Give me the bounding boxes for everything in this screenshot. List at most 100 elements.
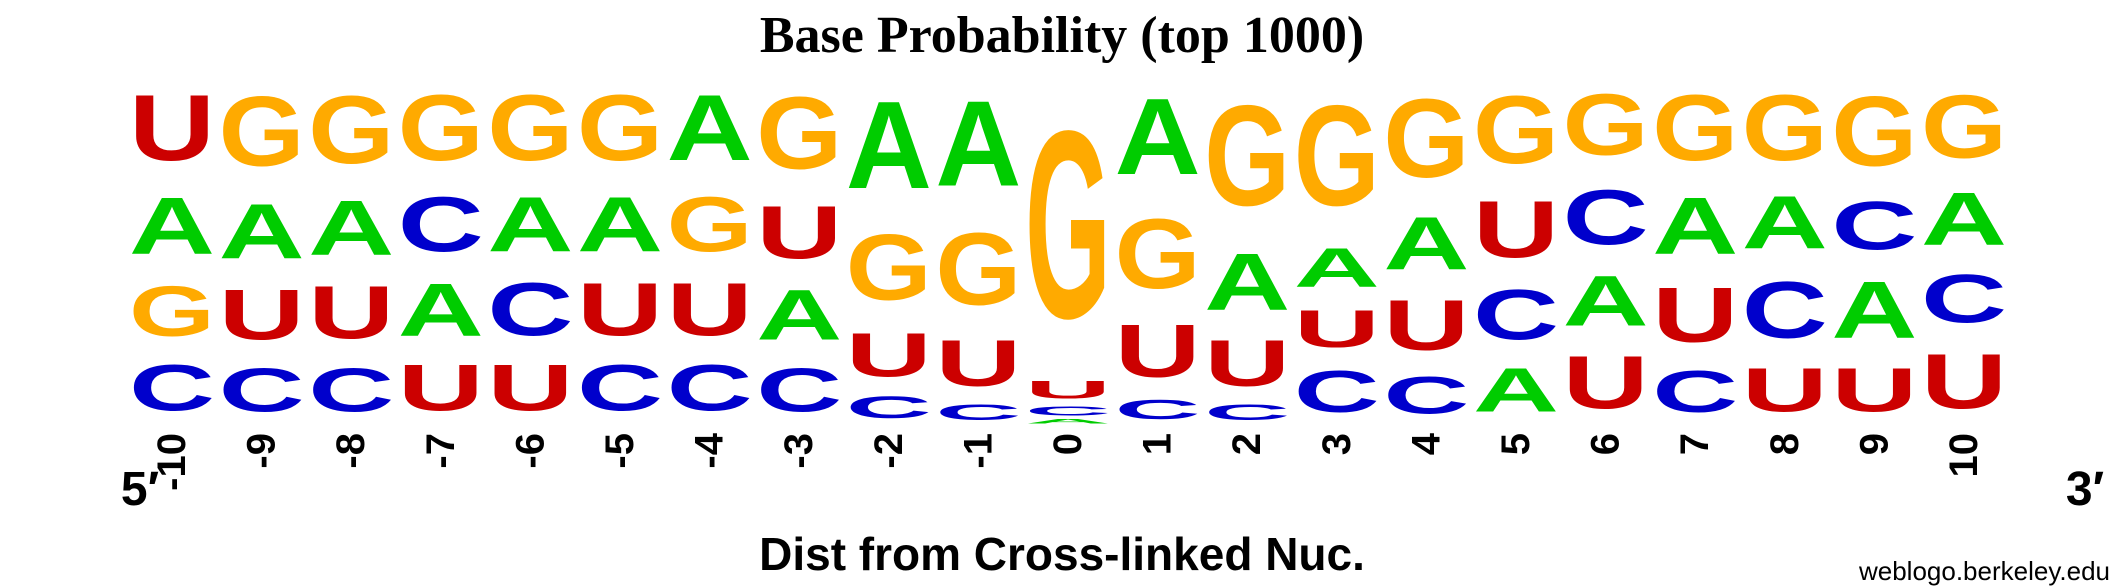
logo-letter: C: [1025, 404, 1111, 418]
logo-letter: U: [1115, 310, 1201, 393]
logo-letter: G: [1204, 76, 1290, 236]
logo-letter: G: [1115, 199, 1201, 310]
logo-letter: C: [1831, 187, 1917, 264]
logo-letter: U: [1742, 356, 1828, 426]
logo-letter: U: [1025, 376, 1111, 404]
logo-letter: A: [1294, 236, 1380, 299]
logo-letter: U: [756, 192, 842, 275]
logo-letter: G: [1921, 77, 2007, 177]
logo-letter: A: [308, 185, 394, 272]
logo-letter: G: [577, 75, 663, 180]
logo-letter: A: [1204, 236, 1290, 327]
x-tick-label: -5: [598, 433, 642, 469]
x-tick-label: 5: [1494, 433, 1538, 455]
logo-letter: C: [1115, 394, 1201, 425]
logo-letter: U: [1563, 342, 1649, 425]
logo-letter: U: [1383, 285, 1469, 365]
logo-letter: G: [1294, 76, 1380, 236]
logo-letter: C: [1294, 358, 1380, 424]
x-tick-label: -2: [867, 433, 911, 469]
logo-letter: G: [1652, 75, 1738, 180]
logo-letter: G: [1473, 75, 1559, 183]
logo-letter: C: [1563, 174, 1649, 261]
logo-letter: G: [846, 215, 932, 320]
logo-letter: A: [1025, 418, 1111, 425]
x-tick-label: -8: [329, 433, 373, 469]
logo-letter: A: [1831, 264, 1917, 355]
x-tick-label: 3: [1315, 433, 1359, 455]
logo-letter: C: [487, 268, 573, 351]
logo-letter: U: [577, 268, 663, 351]
x-tick-label: 4: [1404, 432, 1448, 455]
logo-letter: U: [308, 272, 394, 355]
logo-letter: U: [667, 268, 753, 351]
x-tick-label: -10: [150, 433, 194, 491]
three-prime-label: 3′: [2066, 463, 2104, 516]
logo-letter: C: [935, 401, 1021, 425]
logo-letter: A: [1563, 261, 1649, 341]
logo-letter: U: [1831, 356, 1917, 426]
logo-letter: A: [398, 268, 484, 351]
x-axis-label: Dist from Cross-linked Nuc.: [759, 528, 1365, 580]
logo-letter: A: [129, 180, 215, 271]
logo-letter: A: [1115, 77, 1201, 198]
logo-letter: C: [577, 352, 663, 425]
logo-letter: U: [846, 321, 932, 391]
logo-letter: G: [398, 75, 484, 180]
x-tick-label: -1: [956, 433, 1000, 469]
logo-letter: G: [935, 211, 1021, 327]
logo-letter: C: [667, 352, 753, 425]
logo-letter: A: [487, 181, 573, 268]
x-tick-label: -4: [688, 432, 732, 468]
logo-letter: A: [1473, 356, 1559, 426]
logo-letter: A: [756, 275, 842, 355]
logo-letter: G: [487, 75, 573, 180]
logo-letter: G: [1742, 75, 1828, 180]
logo-letter: A: [846, 76, 932, 215]
logo-letter: U: [935, 328, 1021, 401]
logo-letter: C: [1473, 275, 1559, 355]
logo-letter: U: [487, 352, 573, 425]
logo-letter: C: [1652, 358, 1738, 424]
x-tick-label: -6: [508, 433, 552, 469]
logo-letter: U: [1921, 338, 2007, 425]
five-prime-label: 5′: [121, 463, 159, 516]
logo-letter: C: [398, 181, 484, 268]
logo-letter: C: [1204, 401, 1290, 425]
x-tick-label: 6: [1584, 433, 1628, 455]
logo-stacks: CGAUCUAGCUAGUACGUCAGCUAGCUGACAUGCUGACUGA…: [129, 75, 2007, 425]
logo-letter: U: [1652, 272, 1738, 359]
logo-letter: A: [935, 76, 1021, 211]
x-tick-label: 2: [1225, 433, 1269, 455]
x-tick-label: 7: [1673, 433, 1717, 455]
logo-letter: C: [1383, 366, 1469, 425]
chart-title: Base Probability (top 1000): [760, 7, 1364, 64]
logo-letter: A: [219, 188, 305, 275]
logo-letter: U: [398, 352, 484, 425]
logo-letter: A: [1742, 181, 1828, 264]
x-tick-label: -3: [777, 433, 821, 469]
logo-letter: G: [1563, 77, 1649, 174]
logo-letter: G: [1831, 77, 1917, 188]
x-tick-label: 0: [1046, 433, 1090, 455]
logo-letter: U: [219, 275, 305, 355]
logo-letter: A: [1383, 202, 1469, 285]
logo-letter: C: [756, 356, 842, 426]
logo-letter: G: [129, 271, 215, 351]
logo-letter: G: [667, 181, 753, 268]
logo-letter: C: [129, 352, 215, 425]
